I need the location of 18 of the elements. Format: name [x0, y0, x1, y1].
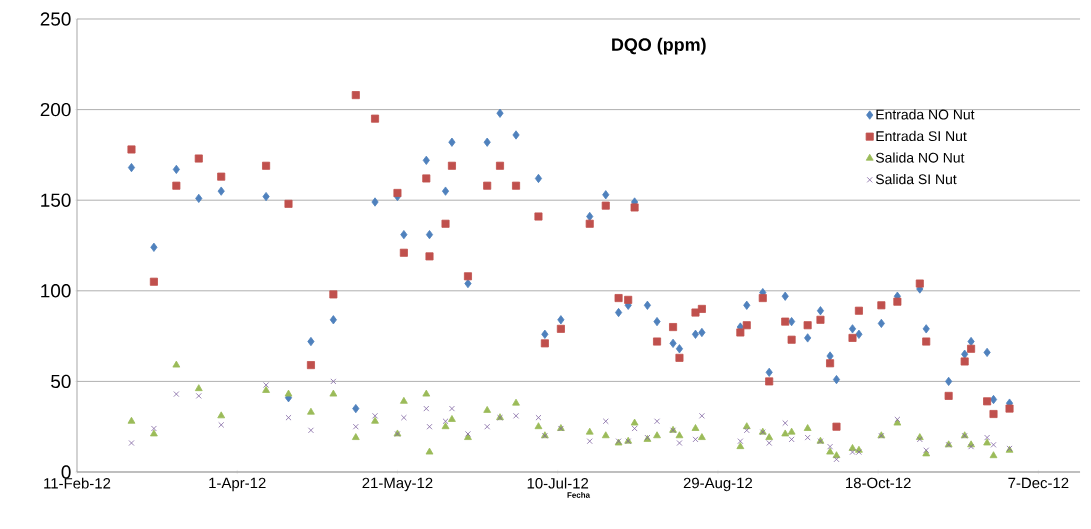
y-tick-label: 0 [61, 465, 71, 479]
x-tick-label: 29-Aug-12 [683, 477, 753, 492]
y-tick-label: 100 [41, 284, 71, 298]
text: DQO (ppm) [612, 37, 706, 55]
legend-label: Entrada SI Nut [876, 130, 967, 142]
y-tick-label: 50 [51, 374, 71, 389]
x-tick-label: 7-Dec-12 [1008, 477, 1069, 489]
y-tick-label: 250 [40, 12, 71, 26]
x-tick-label: 18-Oct-12 [846, 477, 911, 489]
y-tick-label: 150 [41, 193, 71, 207]
legend-label: Entrada NO Nut [876, 109, 975, 120]
x-tick-label: 10-Jul-12 [527, 477, 589, 489]
x-tick-label: 21-May-12 [362, 477, 433, 492]
y-tick-label: 200 [40, 102, 71, 117]
x-tick-label: 1-Apr-12 [209, 477, 266, 492]
x-tick-label: 11-Feb-12 [44, 477, 111, 489]
legend-label: Salida SI Nut [875, 174, 957, 185]
legend-label: Salida NO Nut [875, 152, 965, 163]
